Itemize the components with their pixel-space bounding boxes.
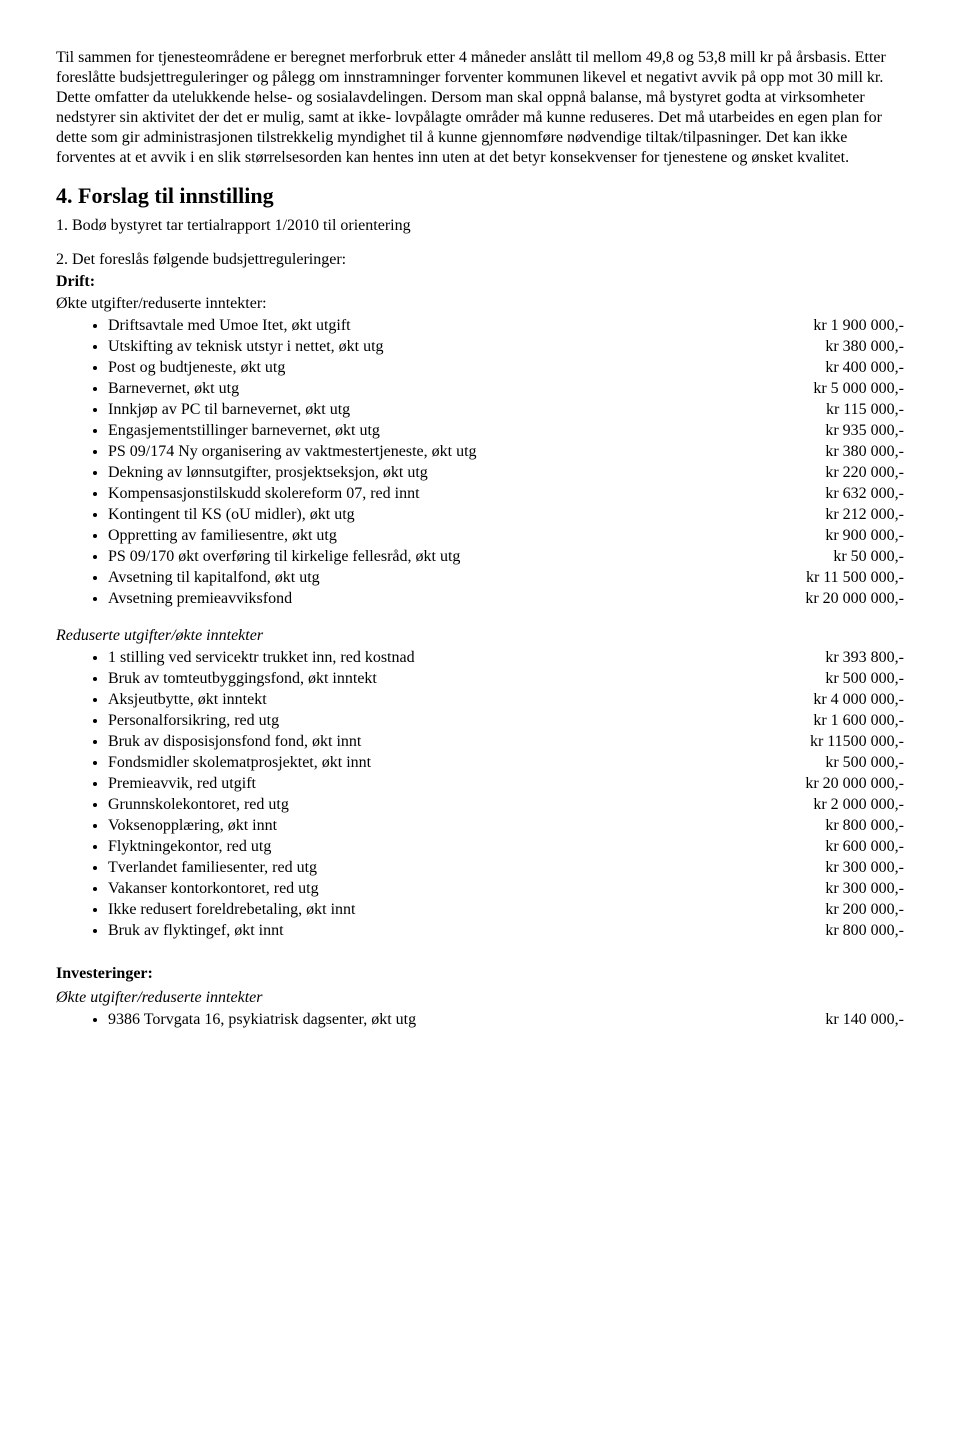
item-label: Utskifting av teknisk utstyr i nettet, ø…	[108, 337, 825, 357]
item-amount: kr 200 000,-	[825, 900, 904, 920]
item-label: Premieavvik, red utgift	[108, 774, 805, 794]
item-label: PS 09/174 Ny organisering av vaktmestert…	[108, 442, 825, 462]
item-label: Barnevernet, økt utg	[108, 379, 813, 399]
item-amount: kr 1 600 000,-	[813, 711, 904, 731]
item-amount: kr 300 000,-	[825, 858, 904, 878]
item-label: Engasjementstillinger barnevernet, økt u…	[108, 421, 825, 441]
item-amount: kr 935 000,-	[825, 421, 904, 441]
item-label: Personalforsikring, red utg	[108, 711, 813, 731]
item-label: 9386 Torvgata 16, psykiatrisk dagsenter,…	[108, 1010, 825, 1030]
list-item: 9386 Torvgata 16, psykiatrisk dagsenter,…	[108, 1010, 904, 1031]
item-label: Kontingent til KS (oU midler), økt utg	[108, 505, 825, 525]
list-item: Voksenopplæring, økt inntkr 800 000,-	[108, 816, 904, 837]
list-item: Flyktningekontor, red utgkr 600 000,-	[108, 837, 904, 858]
list-item: PS 09/170 økt overføring til kirkelige f…	[108, 547, 904, 568]
intro-paragraph: Til sammen for tjenesteområdene er bereg…	[56, 48, 904, 168]
list-item: Engasjementstillinger barnevernet, økt u…	[108, 421, 904, 442]
item-amount: kr 50 000,-	[833, 547, 904, 567]
list-item: Post og budtjeneste, økt utgkr 400 000,-	[108, 358, 904, 379]
list-item: Dekning av lønnsutgifter, prosjektseksjo…	[108, 463, 904, 484]
list-item: 1 stilling ved servicektr trukket inn, r…	[108, 648, 904, 669]
section-4-title: 4. Forslag til innstilling	[56, 182, 904, 210]
list-item: Bruk av tomteutbyggingsfond, økt inntekt…	[108, 669, 904, 690]
item-label: Tverlandet familiesenter, red utg	[108, 858, 825, 878]
list-item: Oppretting av familiesentre, økt utgkr 9…	[108, 526, 904, 547]
drift-increase-list: Driftsavtale med Umoe Itet, økt utgiftkr…	[56, 316, 904, 610]
item-amount: kr 393 800,-	[825, 648, 904, 668]
item-amount: kr 800 000,-	[825, 921, 904, 941]
item-label: Grunnskolekontoret, red utg	[108, 795, 813, 815]
list-item: Kontingent til KS (oU midler), økt utgkr…	[108, 505, 904, 526]
list-item: Grunnskolekontoret, red utgkr 2 000 000,…	[108, 795, 904, 816]
item-amount: kr 600 000,-	[825, 837, 904, 857]
item-label: Bruk av disposisjonsfond fond, økt innt	[108, 732, 810, 752]
investeringer-heading: Investeringer:	[56, 964, 904, 984]
item-label: Avsetning premieavviksfond	[108, 589, 805, 609]
item-amount: kr 2 000 000,-	[813, 795, 904, 815]
drift-heading: Drift:	[56, 272, 904, 292]
item-amount: kr 380 000,-	[825, 442, 904, 462]
item-amount: kr 20 000 000,-	[805, 774, 904, 794]
item-label: Aksjeutbytte, økt inntekt	[108, 690, 813, 710]
item-label: Bruk av flyktingef, økt innt	[108, 921, 825, 941]
list-item: Premieavvik, red utgiftkr 20 000 000,-	[108, 774, 904, 795]
list-item: Avsetning til kapitalfond, økt utgkr 11 …	[108, 568, 904, 589]
drift-decrease-list: 1 stilling ved servicektr trukket inn, r…	[56, 648, 904, 942]
item-amount: kr 11500 000,-	[810, 732, 904, 752]
list-item: Barnevernet, økt utgkr 5 000 000,-	[108, 379, 904, 400]
list-item: Fondsmidler skolematprosjektet, økt innt…	[108, 753, 904, 774]
list-item: PS 09/174 Ny organisering av vaktmestert…	[108, 442, 904, 463]
item-label: PS 09/170 økt overføring til kirkelige f…	[108, 547, 833, 567]
list-item: Utskifting av teknisk utstyr i nettet, ø…	[108, 337, 904, 358]
list-item: Aksjeutbytte, økt inntektkr 4 000 000,-	[108, 690, 904, 711]
item-amount: kr 140 000,-	[825, 1010, 904, 1030]
item-amount: kr 800 000,-	[825, 816, 904, 836]
reduserte-utgifter-heading: Reduserte utgifter/økte inntekter	[56, 626, 904, 646]
item-amount: kr 500 000,-	[825, 753, 904, 773]
item-amount: kr 1 900 000,-	[813, 316, 904, 336]
item-amount: kr 380 000,-	[825, 337, 904, 357]
item-label: Innkjøp av PC til barnevernet, økt utg	[108, 400, 826, 420]
item-amount: kr 4 000 000,-	[813, 690, 904, 710]
okte-utgifter-heading: Økte utgifter/reduserte inntekter:	[56, 294, 904, 314]
item-amount: kr 5 000 000,-	[813, 379, 904, 399]
item-label: Post og budtjeneste, økt utg	[108, 358, 825, 378]
list-item: Tverlandet familiesenter, red utgkr 300 …	[108, 858, 904, 879]
list-item: Avsetning premieavviksfondkr 20 000 000,…	[108, 589, 904, 610]
item-amount: kr 220 000,-	[825, 463, 904, 483]
item-label: Driftsavtale med Umoe Itet, økt utgift	[108, 316, 813, 336]
investeringer-sub-heading: Økte utgifter/reduserte inntekter	[56, 988, 904, 1008]
list-item: Innkjøp av PC til barnevernet, økt utgkr…	[108, 400, 904, 421]
item-amount: kr 300 000,-	[825, 879, 904, 899]
list-item: Bruk av flyktingef, økt inntkr 800 000,-	[108, 921, 904, 942]
item-label: Ikke redusert foreldrebetaling, økt innt	[108, 900, 825, 920]
point-2: 2. Det foreslås følgende budsjettreguler…	[56, 250, 904, 270]
item-amount: kr 900 000,-	[825, 526, 904, 546]
item-amount: kr 115 000,-	[826, 400, 904, 420]
list-item: Personalforsikring, red utgkr 1 600 000,…	[108, 711, 904, 732]
item-label: Avsetning til kapitalfond, økt utg	[108, 568, 806, 588]
item-amount: kr 212 000,-	[825, 505, 904, 525]
point-1: 1. Bodø bystyret tar tertialrapport 1/20…	[56, 216, 904, 236]
item-amount: kr 11 500 000,-	[806, 568, 904, 588]
list-item: Ikke redusert foreldrebetaling, økt innt…	[108, 900, 904, 921]
item-amount: kr 400 000,-	[825, 358, 904, 378]
list-item: Driftsavtale med Umoe Itet, økt utgiftkr…	[108, 316, 904, 337]
item-label: Dekning av lønnsutgifter, prosjektseksjo…	[108, 463, 825, 483]
item-label: 1 stilling ved servicektr trukket inn, r…	[108, 648, 825, 668]
item-label: Fondsmidler skolematprosjektet, økt innt	[108, 753, 825, 773]
item-amount: kr 632 000,-	[825, 484, 904, 504]
list-item: Bruk av disposisjonsfond fond, økt inntk…	[108, 732, 904, 753]
item-amount: kr 500 000,-	[825, 669, 904, 689]
item-label: Oppretting av familiesentre, økt utg	[108, 526, 825, 546]
list-item: Kompensasjonstilskudd skolereform 07, re…	[108, 484, 904, 505]
item-label: Flyktningekontor, red utg	[108, 837, 825, 857]
investments-list: 9386 Torvgata 16, psykiatrisk dagsenter,…	[56, 1010, 904, 1031]
item-label: Bruk av tomteutbyggingsfond, økt inntekt	[108, 669, 825, 689]
list-item: Vakanser kontorkontoret, red utgkr 300 0…	[108, 879, 904, 900]
item-label: Kompensasjonstilskudd skolereform 07, re…	[108, 484, 825, 504]
item-label: Vakanser kontorkontoret, red utg	[108, 879, 825, 899]
item-label: Voksenopplæring, økt innt	[108, 816, 825, 836]
item-amount: kr 20 000 000,-	[805, 589, 904, 609]
